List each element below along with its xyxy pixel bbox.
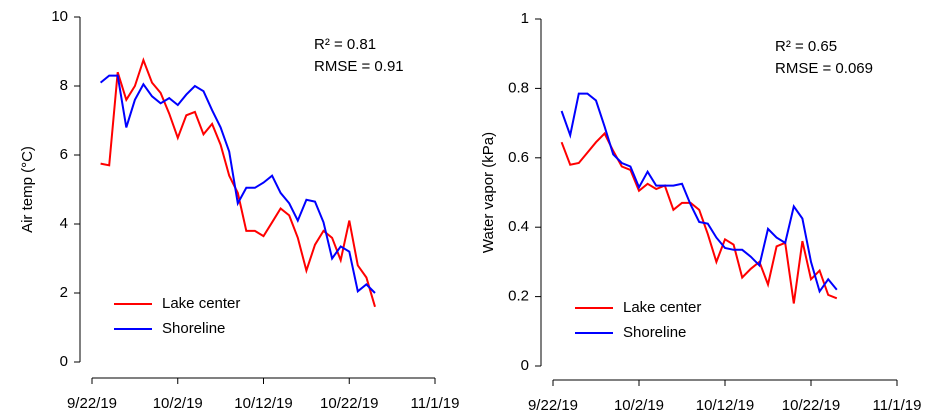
x-tick-label: 10/2/19 [153,395,203,412]
x-tick-label: 10/12/19 [234,395,292,412]
y-tick-label: 0 [521,357,529,374]
data-line [99,74,376,294]
x-tick-label: 11/1/19 [873,397,922,414]
y-tick-label: 0 [60,353,68,370]
y-tick-label: 10 [51,8,68,25]
y-tick-label: 0.8 [508,79,529,96]
y-tick-label: 0.2 [508,288,529,305]
annotation: R² = 0.81 [314,36,376,53]
annotation: RMSE = 0.91 [314,58,404,75]
legend-label: Lake center [162,295,240,312]
y-tick-label: 0.4 [508,218,529,235]
x-tick-label: 10/22/19 [782,397,840,414]
x-tick-label: 9/22/19 [528,397,578,414]
x-tick-label: 11/1/19 [411,395,460,412]
legend-label: Shoreline [162,320,225,337]
y-tick-label: 6 [60,146,68,163]
data-line [560,131,838,304]
y-tick-label: 0.6 [508,149,529,166]
data-line [560,92,838,294]
legend-label: Lake center [623,299,701,316]
y-tick-label: 4 [60,215,68,232]
y-tick-label: 8 [60,77,68,94]
y-tick-label: 1 [521,10,529,27]
annotation: R² = 0.65 [775,38,837,55]
annotation: RMSE = 0.069 [775,60,873,77]
y-axis-label: Air temp (°C) [19,146,36,233]
data-line [100,57,376,308]
x-tick-label: 10/12/19 [696,397,754,414]
x-tick-label: 10/2/19 [614,397,664,414]
y-tick-label: 2 [60,284,68,301]
x-tick-label: 10/22/19 [320,395,378,412]
y-axis-label: Water vapor (kPa) [480,132,497,253]
x-tick-label: 9/22/19 [67,395,117,412]
legend-label: Shoreline [623,324,686,341]
